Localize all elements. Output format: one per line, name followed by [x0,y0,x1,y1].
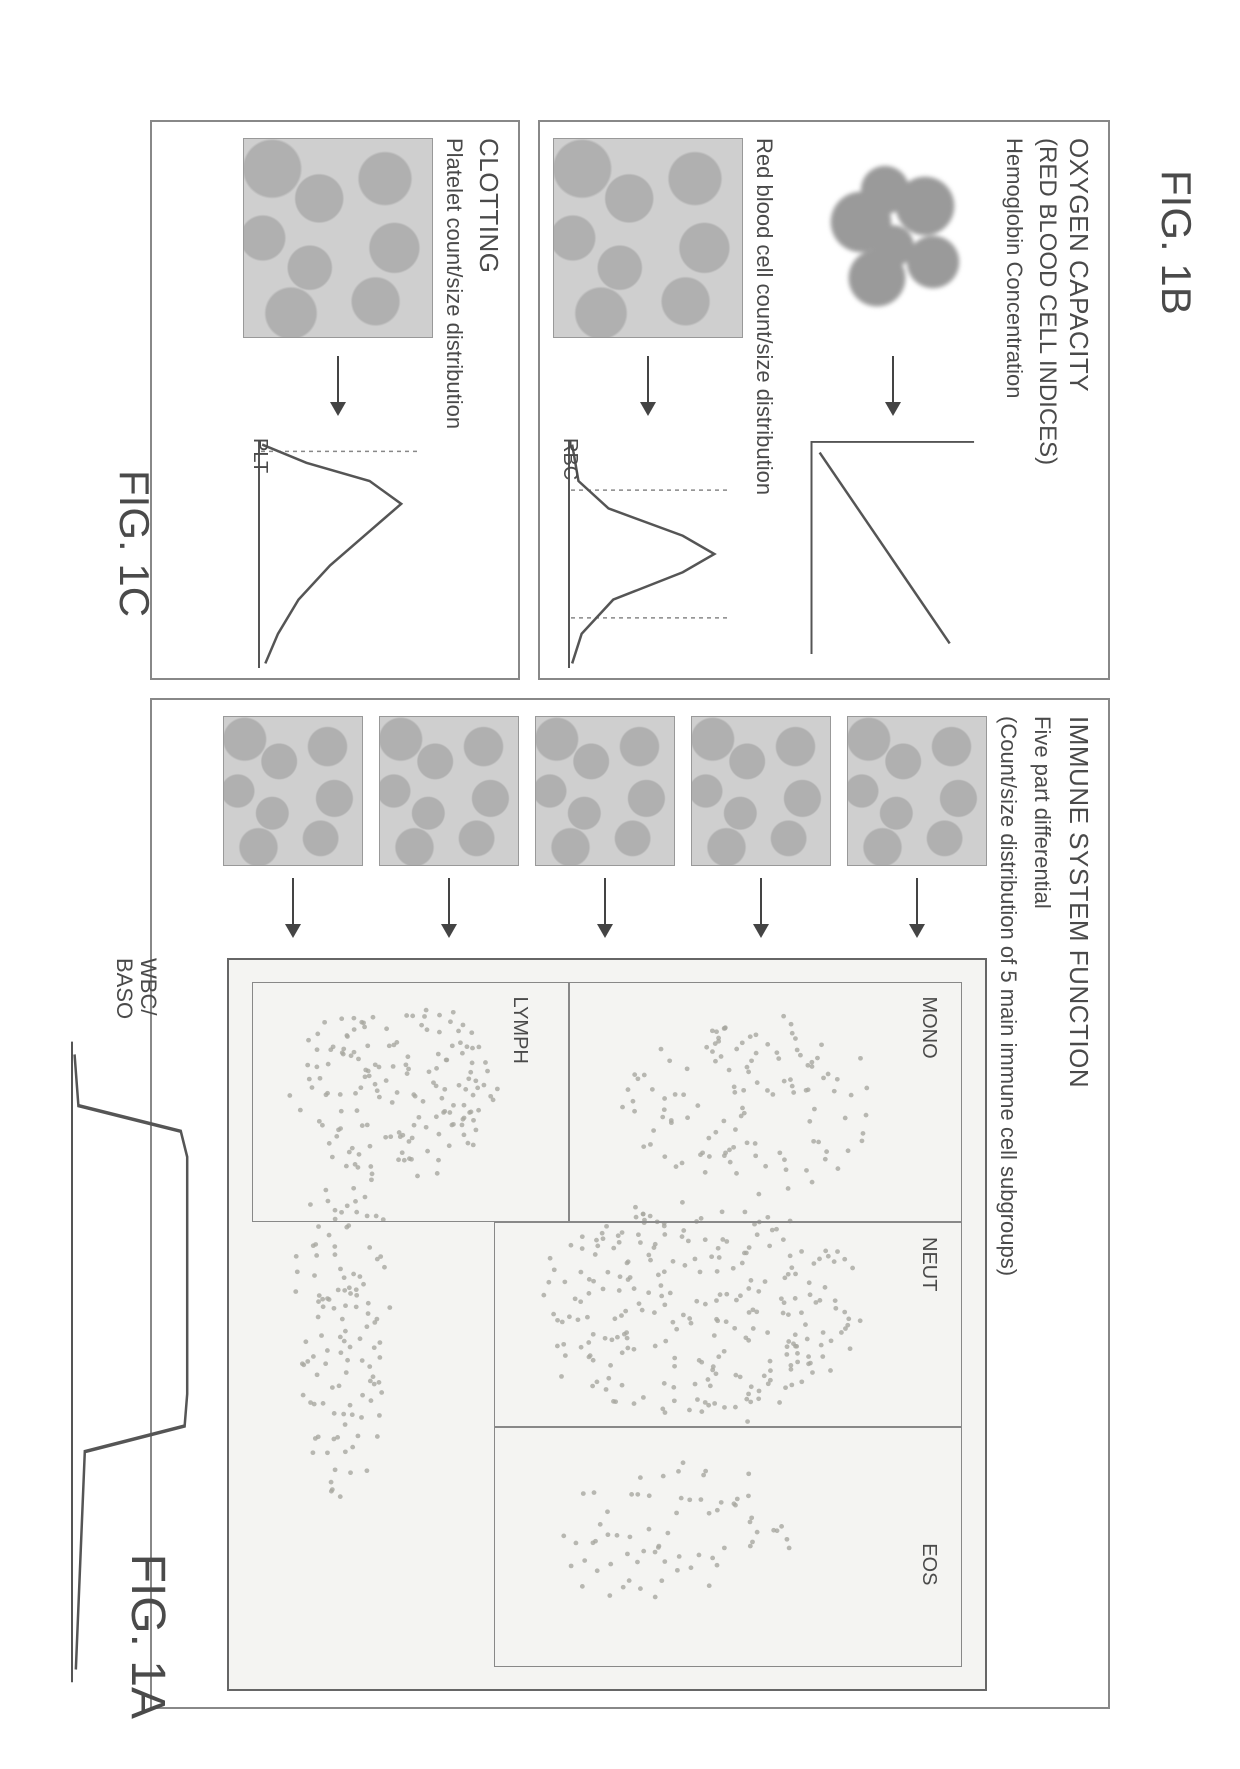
rbc-histogram-chart [563,434,733,674]
figure-label-b: FIG. 1B [1152,170,1200,315]
wbc-microscopy-image [379,716,519,866]
panel-a-caption-1: Five part differential [1029,716,1055,1691]
wbc-microscopy-image [691,716,831,866]
baso-chart-label: WBC/BASO [112,958,160,1019]
scatter-region-eos [494,1427,963,1668]
scatter-region-label: EOS [917,1543,940,1585]
panel-immune-system: IMMUNE SYSTEM FUNCTION Five part differe… [150,698,1110,1709]
scatter-region-neut [494,1222,963,1426]
plt-histogram-chart [253,434,423,674]
arrow-icon [638,356,658,416]
panel-b-row1-caption: Hemoglobin Concentration [1001,138,1027,662]
rbc-chart-label: RBC [558,438,581,480]
scatter-region-mono [569,982,962,1223]
hemoglobin-molecule-image [793,138,993,338]
panel-oxygen-capacity: OXYGEN CAPACITY (RED BLOOD CELL INDICES)… [538,120,1110,680]
arrow-icon [595,878,615,938]
platelet-microscopy-image [243,138,433,338]
scatter-region-label: NEUT [917,1237,940,1291]
scatter-region-label: MONO [917,996,940,1058]
panel-a-caption-2: (Count/size distribution of 5 main immun… [995,716,1021,1691]
scatter-region-label: LYMPH [508,996,531,1063]
panel-b-subtitle: (RED BLOOD CELL INDICES) [1033,138,1061,662]
panel-c-caption: Platelet count/size distribution [441,138,467,662]
panel-b-row2-caption: Red blood cell count/size distribution [751,138,777,662]
panel-b-title: OXYGEN CAPACITY [1063,138,1094,662]
hemoglobin-concentration-chart [804,434,982,662]
arrow-icon [907,878,927,938]
figure-label-c: FIG. 1C [110,470,158,617]
arrow-icon [283,878,303,938]
wbc-microscopy-image [535,716,675,866]
arrow-icon [751,878,771,938]
immune-thumbnails [61,716,987,938]
arrow-icon [883,356,903,416]
panel-clotting: CLOTTING Platelet count/size distributio… [150,120,520,680]
wbc-microscopy-image [847,716,987,866]
panel-a-title: IMMUNE SYSTEM FUNCTION [1063,716,1094,1691]
panel-c-title: CLOTTING [473,138,504,662]
figure-label-a: FIG. 1A [120,1554,175,1719]
rbc-microscopy-image [553,138,743,338]
wbc-microscopy-image [223,716,363,866]
plt-chart-label: PLT [248,438,271,473]
arrow-icon [328,356,348,416]
arrow-icon [439,878,459,938]
wbc-differential-scatter: MONO NEUT EOS LYMPH [227,958,987,1691]
